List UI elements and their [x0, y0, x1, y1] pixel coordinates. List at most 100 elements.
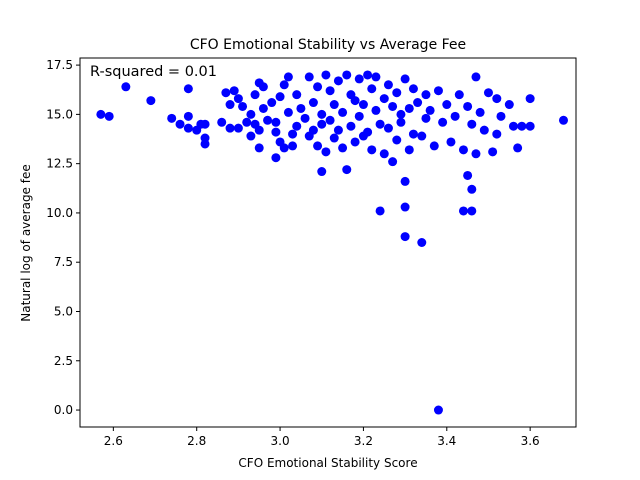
- data-point: [488, 147, 498, 157]
- y-axis-ticks: 0.0 2.5 5.0 7.5 10.0 12.5 15.0 17.5: [46, 58, 80, 417]
- data-point: [333, 125, 343, 135]
- data-point: [367, 145, 377, 155]
- y-tick-label: 10.0: [46, 206, 73, 220]
- data-point: [433, 405, 443, 415]
- data-point: [354, 74, 364, 84]
- data-point: [225, 123, 235, 133]
- data-point: [338, 107, 348, 117]
- data-point: [400, 202, 410, 212]
- data-point: [121, 82, 131, 92]
- data-point: [308, 98, 318, 108]
- data-point: [404, 145, 414, 155]
- data-point: [363, 127, 373, 137]
- y-axis-label: Natural log of average fee: [19, 164, 33, 322]
- data-point: [479, 125, 489, 135]
- data-point: [329, 133, 339, 143]
- x-tick-label: 3.6: [521, 434, 540, 448]
- data-point: [350, 137, 360, 147]
- data-point: [317, 109, 327, 119]
- data-point: [338, 143, 348, 153]
- data-point: [283, 107, 293, 117]
- chart-title: CFO Emotional Stability vs Average Fee: [190, 37, 466, 53]
- data-point: [400, 74, 410, 84]
- data-point: [438, 117, 448, 127]
- data-point: [467, 184, 477, 194]
- data-point: [321, 147, 331, 157]
- data-point: [463, 170, 473, 180]
- data-point: [350, 96, 360, 106]
- data-point: [238, 101, 248, 111]
- data-point: [413, 98, 423, 108]
- data-point: [233, 123, 243, 133]
- data-point: [492, 94, 502, 104]
- data-point: [408, 84, 418, 94]
- data-point: [371, 105, 381, 115]
- data-point: [525, 94, 535, 104]
- data-point: [471, 149, 481, 159]
- data-point: [271, 127, 281, 137]
- data-point: [254, 125, 264, 135]
- data-point: [358, 100, 368, 110]
- data-point: [296, 103, 306, 113]
- data-point: [183, 123, 193, 133]
- data-point: [183, 84, 193, 94]
- data-point: [467, 119, 477, 129]
- data-point: [433, 86, 443, 96]
- data-point: [300, 113, 310, 123]
- data-point: [288, 129, 298, 139]
- data-point: [383, 80, 393, 90]
- data-point: [96, 109, 106, 119]
- data-point: [513, 143, 523, 153]
- data-point: [254, 143, 264, 153]
- data-point: [317, 119, 327, 129]
- x-axis-ticks: 2.6 2.8 3.0 3.2 3.4 3.6: [104, 427, 540, 448]
- y-tick-label: 15.0: [46, 107, 73, 121]
- data-point: [229, 86, 239, 96]
- y-tick-label: 5.0: [54, 304, 73, 318]
- data-point: [292, 121, 302, 131]
- data-point: [346, 121, 356, 131]
- data-point: [283, 72, 293, 82]
- x-tick-label: 3.4: [437, 434, 456, 448]
- x-tick-label: 3.0: [271, 434, 290, 448]
- data-point: [183, 111, 193, 121]
- data-point: [417, 131, 427, 141]
- plot-frame: [79, 57, 577, 428]
- data-point: [258, 103, 268, 113]
- data-point: [263, 115, 273, 125]
- data-point: [442, 100, 452, 110]
- data-point: [463, 101, 473, 111]
- data-point: [483, 88, 493, 98]
- data-point: [392, 88, 402, 98]
- data-point: [329, 100, 339, 110]
- y-tick-label: 7.5: [54, 255, 73, 269]
- data-point: [558, 115, 568, 125]
- plot-area: [96, 70, 568, 415]
- data-point: [342, 70, 352, 80]
- data-point: [458, 206, 468, 216]
- data-point: [450, 111, 460, 121]
- data-point: [525, 121, 535, 131]
- data-point: [175, 119, 185, 129]
- data-point: [517, 121, 527, 131]
- data-point: [267, 98, 277, 108]
- data-point: [217, 117, 227, 127]
- y-tick-label: 17.5: [46, 58, 73, 72]
- data-point: [333, 76, 343, 86]
- data-point: [292, 90, 302, 100]
- data-point: [279, 143, 289, 153]
- data-point: [325, 115, 335, 125]
- r-squared-annotation: R-squared = 0.01: [90, 64, 217, 80]
- data-point: [492, 129, 502, 139]
- data-point: [400, 232, 410, 242]
- data-point: [446, 137, 456, 147]
- data-point: [167, 113, 177, 123]
- data-point: [508, 121, 518, 131]
- data-point: [471, 72, 481, 82]
- data-point: [225, 100, 235, 110]
- data-point: [200, 119, 210, 129]
- data-point: [258, 82, 268, 92]
- data-point: [396, 109, 406, 119]
- data-point: [375, 119, 385, 129]
- data-point: [275, 92, 285, 102]
